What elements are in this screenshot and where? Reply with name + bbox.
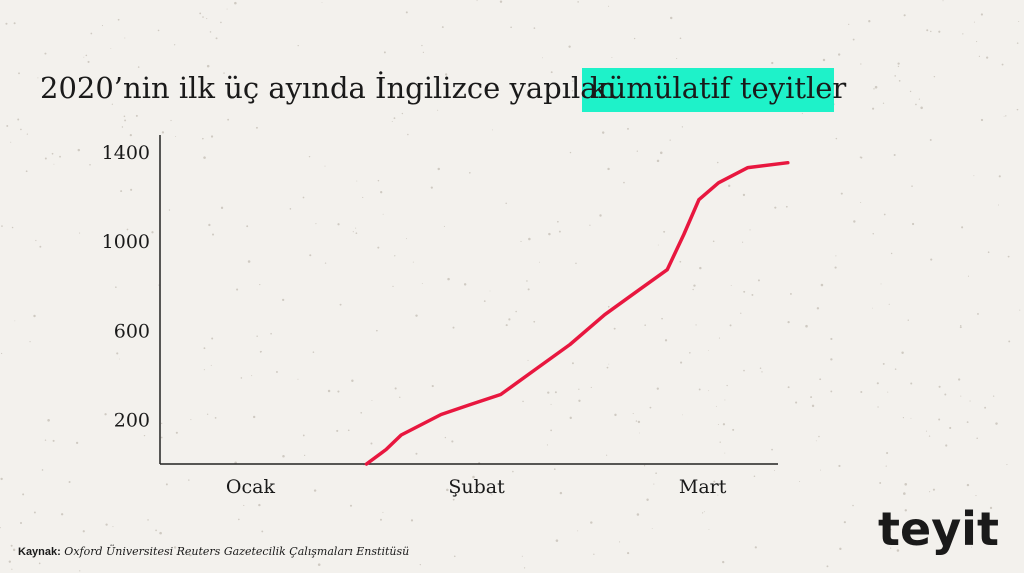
- chart-title-highlight: kümülatif teyitler: [590, 71, 846, 105]
- x-tick-label: Ocak: [226, 476, 276, 498]
- y-tick-label: 200: [114, 409, 150, 431]
- chart-title: 2020’nin ilk üç ayında İngilizce yapılan: [40, 70, 616, 105]
- source: Kaynak: Oxford Üniversitesi Reuters Gaze…: [18, 544, 409, 558]
- y-tick-label: 600: [114, 320, 150, 342]
- y-tick-label: 1400: [102, 142, 150, 164]
- title-highlight: [582, 68, 834, 112]
- source-label: Kaynak:: [18, 546, 61, 558]
- logo: teyit: [878, 502, 999, 556]
- y-tick-label: 1000: [102, 231, 150, 253]
- data-line: [364, 160, 790, 466]
- x-tick-label: Mart: [679, 476, 727, 498]
- source-text: Oxford Üniversitesi Reuters Gazetecilik …: [64, 544, 409, 558]
- x-tick-label: Şubat: [448, 476, 505, 498]
